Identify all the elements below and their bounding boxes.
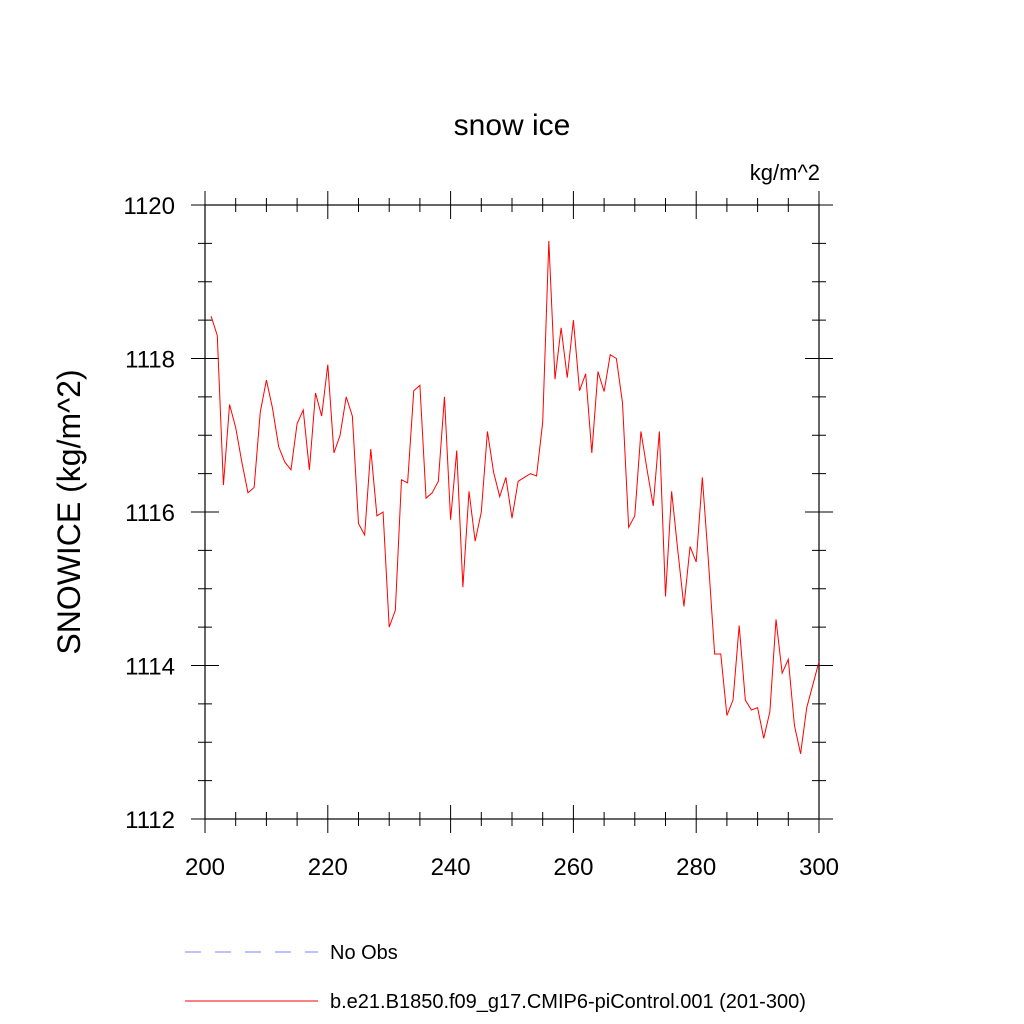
legend-label-obs: No Obs (330, 942, 398, 964)
x-tick-label: 200 (185, 854, 225, 881)
data-series (210, 241, 820, 754)
y-tick-label: 1118 (125, 347, 175, 374)
y-tick-label: 1114 (125, 654, 175, 681)
y-tick-label: 1116 (125, 500, 175, 527)
legend: No Obs b.e21.B1850.f09_g17.CMIP6-piContro… (185, 942, 806, 1013)
units-label: kg/m^2 (750, 160, 820, 185)
x-tick-label: 220 (308, 854, 348, 881)
y-axis-label: SNOWICE (kg/m^2) (51, 369, 87, 654)
y-tick-label: 1112 (125, 807, 175, 834)
series-line-model (210, 241, 820, 754)
x-tick-label: 240 (431, 854, 471, 881)
axis-ticks (191, 191, 833, 833)
plot-frame (204, 204, 820, 820)
x-tick-label: 280 (676, 854, 716, 881)
x-tick-label: 300 (799, 854, 839, 881)
chart-title: snow ice (454, 109, 571, 142)
y-tick-label: 1120 (123, 193, 175, 220)
tick-labels: 200 220 240 260 280 300 1112 1114 1116 1118 1120 (123, 193, 839, 881)
legend-label-model: b.e21.B1850.f09_g17.CMIP6-piControl.001 … (330, 991, 806, 1013)
x-tick-label: 260 (553, 854, 593, 881)
